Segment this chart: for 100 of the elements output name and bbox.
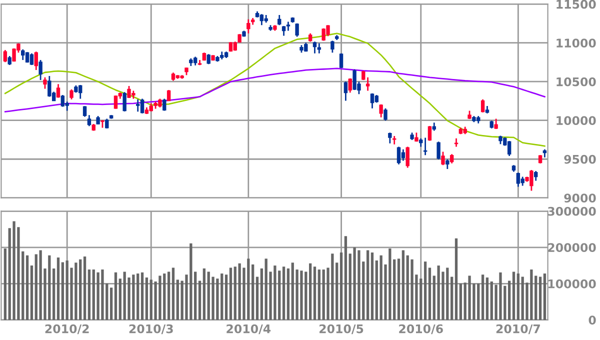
bar — [118, 278, 122, 320]
bar — [88, 270, 91, 320]
bar — [83, 256, 86, 320]
bar — [172, 268, 175, 320]
candlestick — [162, 98, 166, 112]
line-series — [4, 32, 546, 147]
candlestick — [348, 78, 352, 94]
y-tick-label: 10000 — [556, 116, 596, 126]
bar — [370, 252, 374, 320]
y-tick-label: 9000 — [564, 194, 596, 203]
bar — [256, 276, 259, 320]
candlestick — [48, 75, 52, 98]
candlestick — [136, 98, 140, 112]
bar — [52, 268, 56, 320]
bar — [486, 278, 489, 320]
bar — [282, 266, 286, 320]
candlestick — [246, 18, 250, 34]
candlestick — [122, 91, 126, 112]
candlestick — [366, 76, 370, 92]
candlestick — [295, 22, 299, 38]
bar — [344, 236, 348, 320]
candlestick — [507, 140, 512, 157]
bar — [393, 259, 396, 320]
y-tick-label: 0 — [588, 316, 596, 325]
candlestick — [43, 76, 47, 90]
candlestick — [87, 114, 92, 127]
bar — [397, 258, 400, 320]
bar — [140, 272, 144, 320]
bar — [366, 250, 370, 320]
x-tick-label: 2010/2 — [45, 324, 89, 334]
bar — [459, 284, 462, 320]
candlestick — [370, 92, 374, 110]
candlestick — [82, 105, 87, 118]
bar — [340, 252, 343, 320]
candlestick — [38, 59, 42, 81]
bar — [454, 238, 458, 320]
bar — [428, 268, 432, 320]
bar — [202, 268, 206, 320]
bar — [286, 268, 290, 320]
x-tick-label: 2010/6 — [399, 324, 443, 334]
bar — [508, 280, 511, 320]
candlestick — [344, 80, 348, 102]
x-tick-label: 2010/5 — [320, 324, 364, 334]
x-tick-label: 2010/4 — [226, 324, 271, 334]
bar — [516, 274, 520, 320]
bar — [424, 262, 427, 320]
bar — [194, 272, 197, 320]
bar — [61, 262, 64, 320]
candlestick — [282, 25, 286, 36]
candlestick — [446, 158, 450, 170]
bar — [56, 258, 60, 320]
bar — [30, 266, 34, 320]
candlestick — [278, 14, 282, 26]
y-tick-label: 10500 — [556, 77, 596, 86]
bar — [252, 264, 254, 320]
candlestick — [140, 98, 144, 114]
y-tick-label: 300000 — [548, 206, 596, 216]
candlestick — [312, 40, 317, 54]
candlestick — [105, 118, 109, 130]
bar — [229, 268, 232, 320]
bar — [512, 272, 516, 320]
bar — [198, 280, 202, 320]
candlestick — [388, 132, 392, 144]
bar — [538, 276, 542, 320]
y-tick-label: 100000 — [548, 279, 596, 288]
candlestick — [34, 50, 38, 71]
bar — [308, 263, 312, 320]
candlestick — [379, 104, 383, 118]
candlestick — [396, 146, 401, 166]
candlestick — [441, 151, 445, 166]
candlestick — [480, 98, 485, 114]
candlestick — [114, 94, 118, 110]
bar — [318, 270, 320, 320]
bar — [260, 268, 263, 320]
bar — [167, 272, 170, 320]
candlestick — [21, 48, 25, 61]
bar — [375, 260, 378, 320]
candlestick — [436, 140, 440, 160]
x-tick-label: 2010/7 — [496, 324, 540, 334]
bar — [224, 274, 228, 320]
bar — [26, 255, 29, 320]
candlestick — [428, 125, 432, 142]
candlestick — [260, 13, 264, 26]
bar — [313, 266, 316, 320]
bar — [114, 272, 118, 320]
candlestick — [3, 49, 8, 63]
candlestick — [534, 170, 538, 182]
candlestick — [406, 146, 410, 168]
candlestick — [401, 148, 406, 162]
candlestick — [516, 172, 520, 188]
y-tick-label: 11000 — [556, 38, 596, 48]
candlestick — [450, 153, 454, 164]
bar — [145, 278, 148, 320]
candlestick — [317, 42, 322, 54]
x-tick-label: 2010/3 — [129, 324, 173, 334]
bar — [402, 250, 405, 320]
candlestick — [330, 40, 334, 54]
candlestick — [70, 88, 74, 100]
bar — [4, 248, 7, 320]
line-series — [4, 68, 546, 112]
